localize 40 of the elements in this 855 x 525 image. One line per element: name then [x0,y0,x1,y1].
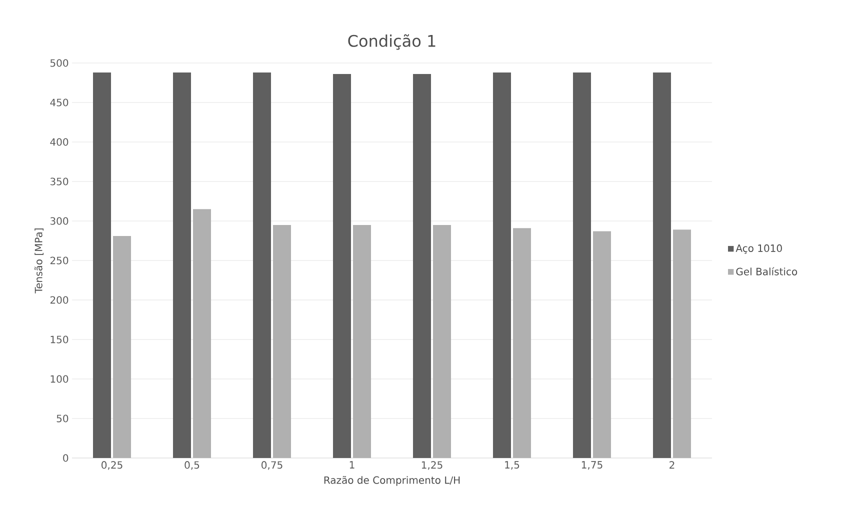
bar [93,72,112,458]
y-tick-label: 100 [50,375,68,383]
bar [652,72,671,458]
x-tick-label: 1,5 [505,461,520,470]
y-tick-label: 150 [50,336,68,344]
x-tick-label: 1,25 [422,461,442,470]
y-tick-label: 200 [50,296,68,304]
legend-label: Aço 1010 [736,244,782,254]
y-axis-title: Tensão [MPa] [34,228,44,294]
x-tick-label: 1,75 [582,461,602,470]
bar [492,72,511,458]
y-tick-label: 50 [56,414,68,422]
bar [253,72,272,458]
x-tick-label: 1 [350,461,354,468]
bar [173,72,192,458]
bar [353,224,371,458]
x-tick-label: 0,25 [102,461,122,470]
chart-title: Condição 1 [348,34,436,50]
y-tick-label: 450 [50,98,68,106]
bar [193,209,212,458]
y-tick-label: 0 [63,454,68,462]
x-tick-label: 0,5 [184,461,200,470]
x-tick-label: 0,75 [262,461,282,470]
bar [433,224,451,458]
y-tick-label: 500 [50,59,68,67]
bar [413,74,431,458]
bar [572,72,591,458]
x-axis-title: Razão de Comprimento L/H [324,476,460,486]
bar [333,74,351,458]
y-tick-label: 300 [50,217,68,225]
bar [273,224,292,458]
y-tick-label: 400 [50,138,68,146]
y-tick-label: 250 [50,256,68,264]
bar [672,230,691,458]
bar [592,231,611,458]
legend-label: Gel Balístico [736,267,798,276]
y-tick-label: 350 [50,178,68,186]
x-tick-label: 2 [670,461,674,469]
bar [512,228,531,458]
bar [113,236,132,458]
